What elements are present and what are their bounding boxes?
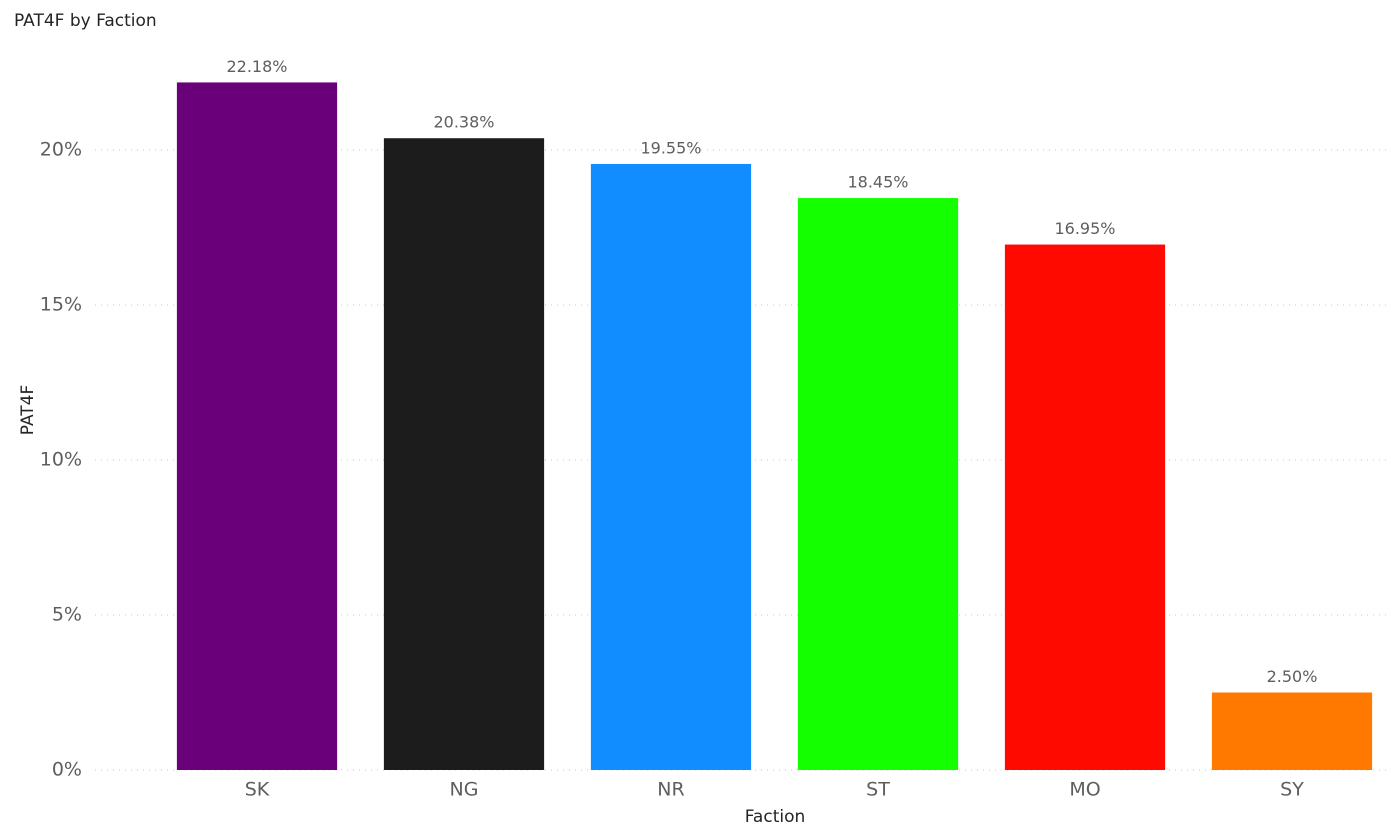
data-label: 16.95%: [1054, 219, 1115, 238]
bar: [797, 198, 959, 771]
data-label: 22.18%: [226, 57, 287, 76]
y-tick-label: 10%: [40, 449, 82, 471]
bar: [383, 138, 545, 771]
x-tick-label: NG: [450, 779, 479, 801]
data-label: 2.50%: [1267, 667, 1318, 686]
x-tick-label: SY: [1280, 779, 1304, 801]
bar: [1004, 244, 1166, 771]
x-tick-label: ST: [866, 779, 890, 801]
x-tick-label: NR: [657, 779, 684, 801]
y-tick-label: 5%: [52, 604, 82, 626]
y-tick-label: 0%: [52, 759, 82, 781]
data-label: 20.38%: [433, 113, 494, 132]
x-tick-label: SK: [245, 779, 270, 801]
x-axis-label: Faction: [745, 807, 806, 827]
bar: [176, 82, 338, 771]
bar: [1211, 692, 1373, 770]
data-label: 19.55%: [640, 138, 701, 157]
bar: [590, 163, 752, 770]
chart-title: PAT4F by Faction: [14, 11, 157, 31]
x-tick-label: MO: [1069, 779, 1100, 801]
y-tick-label: 15%: [40, 294, 82, 316]
y-tick-label: 20%: [40, 139, 82, 161]
y-axis-label: PAT4F: [18, 385, 38, 435]
data-label: 18.45%: [847, 173, 908, 192]
